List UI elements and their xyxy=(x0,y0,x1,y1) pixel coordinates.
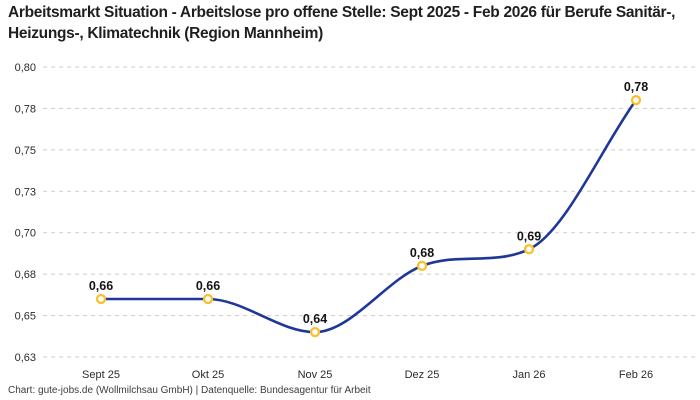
data-point-label: 0,66 xyxy=(89,279,113,293)
y-axis-tick-label: 0,73 xyxy=(15,186,36,198)
data-point-marker xyxy=(202,293,214,305)
x-axis-tick-label: Dez 25 xyxy=(405,369,440,381)
x-axis-tick-label: Okt 25 xyxy=(192,369,224,381)
data-point-marker xyxy=(95,293,107,305)
data-point-label: 0,69 xyxy=(517,229,541,243)
chart-credit-footer: Chart: gute-jobs.de (Wollmilchsau GmbH) … xyxy=(8,385,371,396)
line-series-path xyxy=(99,98,638,334)
y-axis-tick-label: 0,68 xyxy=(15,269,36,281)
data-point-label: 0,68 xyxy=(410,246,434,260)
y-axis-tick-label: 0,75 xyxy=(15,145,36,157)
x-axis-tick-label: Sept 25 xyxy=(82,369,120,381)
y-axis-tick-label: 0,65 xyxy=(15,311,36,323)
data-point-label: 0,78 xyxy=(624,80,648,94)
data-point-label: 0,66 xyxy=(196,279,220,293)
data-point-marker xyxy=(416,260,428,272)
data-point-marker xyxy=(630,94,642,106)
y-axis-tick-label: 0,80 xyxy=(15,62,36,74)
x-axis-tick-label: Nov 25 xyxy=(298,369,333,381)
y-axis-tick-label: 0,63 xyxy=(15,352,36,364)
x-axis-tick-label: Jan 26 xyxy=(512,369,545,381)
y-axis-tick-label: 0,78 xyxy=(15,103,36,115)
x-axis-tick-label: Feb 26 xyxy=(619,369,653,381)
data-point-marker xyxy=(309,326,321,338)
data-point-label: 0,64 xyxy=(303,312,327,326)
data-point-marker xyxy=(523,244,535,255)
y-axis-tick-label: 0,70 xyxy=(15,228,36,240)
chart-title: Arbeitsmarkt Situation - Arbeitslose pro… xyxy=(8,4,676,42)
